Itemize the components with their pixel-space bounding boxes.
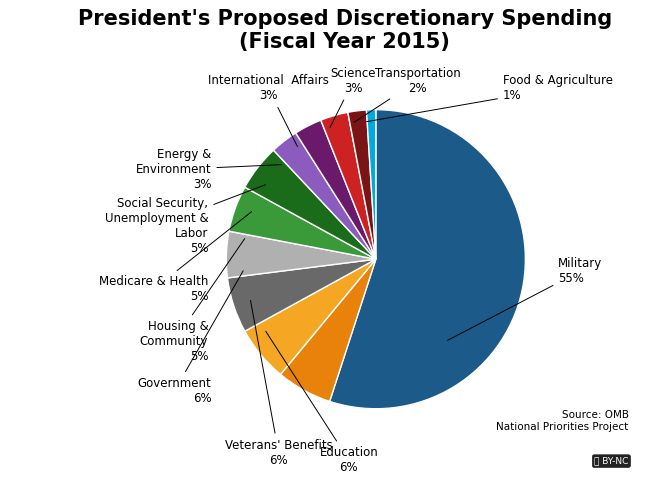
Text: Science
3%: Science 3% <box>330 67 376 127</box>
Text: Military
55%: Military 55% <box>448 257 603 340</box>
Text: Transportation
2%: Transportation 2% <box>354 67 461 122</box>
Wedge shape <box>229 187 376 259</box>
Text: Education
6%: Education 6% <box>266 331 378 474</box>
Text: Social Security,
Unemployment &
Labor
5%: Social Security, Unemployment & Labor 5% <box>105 185 266 255</box>
Title: President's Proposed Discretionary Spending
(Fiscal Year 2015): President's Proposed Discretionary Spend… <box>78 9 612 52</box>
Wedge shape <box>227 259 376 331</box>
Wedge shape <box>367 109 376 259</box>
Text: Food & Agriculture
1%: Food & Agriculture 1% <box>367 74 613 121</box>
Text: Energy &
Environment
3%: Energy & Environment 3% <box>135 148 282 191</box>
Wedge shape <box>226 231 376 278</box>
Wedge shape <box>281 259 376 401</box>
Wedge shape <box>295 120 376 259</box>
Text: Medicare & Health
5%: Medicare & Health 5% <box>99 212 251 303</box>
Wedge shape <box>245 150 376 259</box>
Text: Housing &
Community
5%: Housing & Community 5% <box>140 239 245 363</box>
Text: International  Affairs
3%: International Affairs 3% <box>208 74 329 146</box>
Text: ⓒ BY-NC: ⓒ BY-NC <box>594 456 629 466</box>
Wedge shape <box>330 109 526 409</box>
Wedge shape <box>348 110 376 259</box>
Text: Veterans' Benefits
6%: Veterans' Benefits 6% <box>225 300 332 467</box>
Text: Government
6%: Government 6% <box>137 271 243 405</box>
Wedge shape <box>273 133 376 259</box>
Wedge shape <box>245 259 376 374</box>
Wedge shape <box>321 112 376 259</box>
Text: Source: OMB
National Priorities Project: Source: OMB National Priorities Project <box>496 410 629 432</box>
